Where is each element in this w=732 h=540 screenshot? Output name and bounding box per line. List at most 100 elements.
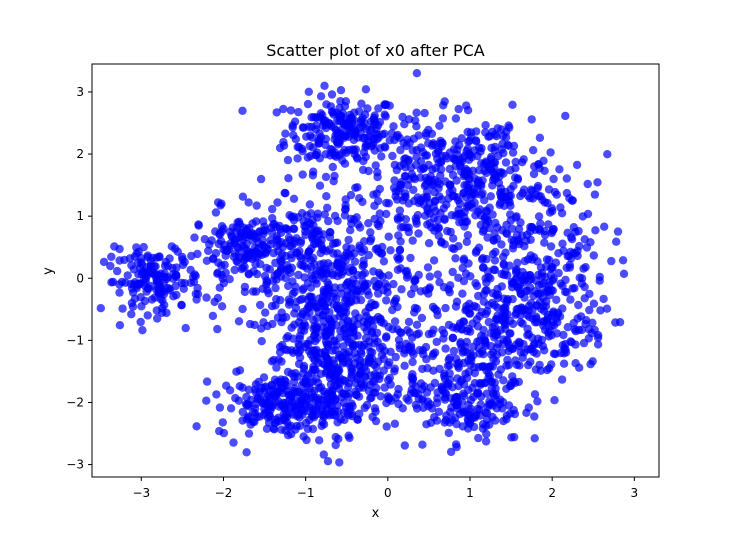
scatter-point	[516, 289, 525, 299]
scatter-point	[426, 172, 435, 181]
scatter-point	[445, 361, 454, 370]
scatter-point	[453, 404, 462, 413]
scatter-point	[546, 148, 555, 157]
scatter-point	[309, 315, 318, 325]
scatter-point	[406, 163, 416, 172]
scatter-point	[452, 442, 461, 452]
scatter-point	[242, 448, 251, 457]
scatter-point	[492, 404, 502, 413]
scatter-point	[491, 247, 500, 257]
scatter-point	[529, 146, 538, 155]
scatter-point	[321, 116, 330, 125]
scatter-point	[571, 227, 580, 237]
scatter-point	[396, 264, 405, 273]
scatter-point	[354, 313, 364, 322]
scatter-point	[320, 390, 330, 399]
scatter-point	[141, 282, 150, 291]
scatter-point	[523, 324, 532, 333]
scatter-point	[280, 415, 290, 425]
scatter-point	[317, 267, 326, 276]
scatter-point	[397, 285, 406, 294]
scatter-point	[264, 418, 274, 427]
scatter-point	[96, 304, 106, 313]
scatter-point	[217, 199, 226, 208]
y-axis-label: y	[41, 267, 56, 275]
scatter-point	[123, 271, 132, 280]
scatter-point	[358, 261, 367, 271]
scatter-point	[438, 114, 448, 123]
scatter-point	[573, 246, 582, 256]
scatter-point	[481, 121, 490, 130]
scatter-point	[287, 242, 296, 251]
scatter-point	[412, 404, 422, 413]
y-tick-label: 3	[76, 85, 84, 99]
scatter-point	[217, 222, 227, 231]
scatter-point	[364, 386, 374, 396]
scatter-point	[381, 333, 391, 342]
scatter-point	[405, 138, 414, 148]
scatter-point	[384, 232, 393, 241]
scatter-point	[512, 305, 521, 314]
scatter-point	[534, 281, 544, 290]
scatter-point	[588, 357, 597, 366]
scatter-point	[293, 154, 302, 163]
scatter-point	[429, 325, 438, 334]
scatter-point	[353, 371, 363, 381]
scatter-point	[291, 346, 301, 355]
scatter-point	[215, 426, 224, 436]
scatter-point	[289, 194, 299, 203]
scatter-point	[268, 319, 277, 329]
scatter-point	[107, 252, 116, 261]
scatter-point	[378, 130, 387, 139]
scatter-point	[490, 158, 499, 167]
scatter-point	[509, 236, 519, 246]
scatter-point	[446, 407, 455, 417]
scatter-point	[469, 184, 479, 193]
scatter-point	[454, 273, 463, 282]
scatter-point	[371, 131, 381, 140]
scatter-point	[192, 422, 201, 431]
scatter-point	[231, 393, 240, 403]
scatter-point	[490, 378, 499, 387]
scatter-point	[501, 133, 511, 142]
scatter-point	[375, 343, 385, 353]
scatter-point	[359, 156, 368, 166]
scatter-point	[314, 398, 323, 407]
scatter-point	[370, 201, 379, 210]
scatter-point	[497, 240, 506, 249]
scatter-point	[485, 397, 494, 406]
scatter-point	[115, 256, 124, 265]
scatter-point	[489, 348, 498, 357]
scatter-point	[527, 115, 536, 124]
scatter-point	[465, 150, 474, 159]
scatter-point	[557, 209, 567, 218]
scatter-point	[283, 155, 293, 165]
scatter-point	[366, 371, 376, 380]
scatter-point	[506, 381, 516, 390]
scatter-point	[331, 321, 341, 330]
scatter-point	[600, 222, 609, 231]
scatter-point	[432, 398, 442, 408]
scatter-point	[140, 296, 150, 306]
scatter-point	[469, 392, 478, 402]
scatter-point	[165, 284, 174, 293]
scatter-point	[314, 137, 323, 146]
scatter-point	[341, 350, 351, 359]
scatter-point	[301, 322, 310, 331]
scatter-point	[546, 242, 556, 251]
scatter-point	[328, 162, 337, 172]
scatter-point	[490, 256, 500, 265]
scatter-point	[365, 315, 374, 324]
scatter-point	[294, 270, 303, 280]
scatter-point	[147, 295, 157, 304]
scatter-point	[449, 234, 458, 243]
scatter-point	[335, 379, 345, 388]
scatter-point	[425, 400, 435, 409]
scatter-point	[322, 294, 331, 303]
scatter-point	[260, 405, 269, 414]
scatter-point	[446, 447, 456, 457]
scatter-point	[383, 392, 392, 401]
scatter-point	[470, 413, 480, 422]
scatter-point	[412, 304, 422, 313]
scatter-point	[461, 306, 470, 315]
